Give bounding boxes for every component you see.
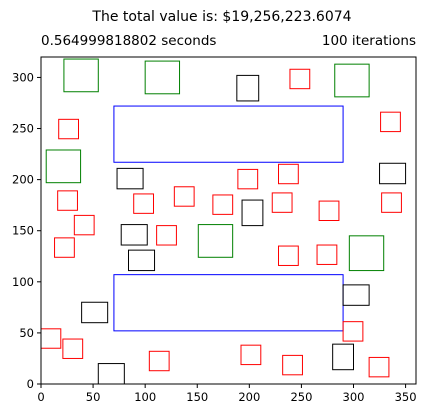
red-rectangle-40 bbox=[282, 354, 303, 376]
y-tick-label-150: 150 bbox=[12, 224, 34, 238]
red-rectangle-36 bbox=[40, 328, 62, 349]
axes: 0 50 100 150 200 250 300 350 0 50 100 150 200 250 300 bbox=[12, 56, 417, 404]
black-rectangle-17 bbox=[97, 363, 125, 385]
y-tick-label-0: 0 bbox=[27, 377, 34, 391]
red-rectangle-22 bbox=[237, 168, 259, 190]
black-rectangle-13 bbox=[128, 249, 156, 272]
x-tick-label-300: 300 bbox=[343, 390, 365, 404]
black-rectangle-8 bbox=[236, 74, 260, 102]
blue-rectangle-1 bbox=[113, 274, 344, 332]
black-rectangle-9 bbox=[379, 162, 407, 185]
red-rectangle-33 bbox=[278, 245, 299, 266]
red-rectangle-25 bbox=[133, 193, 154, 214]
green-rectangle-2 bbox=[63, 58, 99, 93]
green-rectangle-4 bbox=[334, 63, 370, 98]
red-rectangle-20 bbox=[58, 118, 79, 140]
red-rectangle-38 bbox=[240, 344, 262, 366]
green-rectangle-6 bbox=[197, 224, 234, 258]
x-tick-label-350: 350 bbox=[395, 390, 417, 404]
red-rectangle-32 bbox=[54, 237, 75, 258]
y-tick-label-50: 50 bbox=[19, 326, 34, 340]
red-rectangle-37 bbox=[62, 338, 84, 359]
red-rectangle-18 bbox=[289, 68, 311, 90]
y-tick-label-250: 250 bbox=[12, 122, 34, 136]
green-rectangle-3 bbox=[144, 60, 181, 95]
red-rectangle-34 bbox=[316, 244, 338, 265]
x-tick-label-0: 0 bbox=[37, 390, 44, 404]
blue-rectangle-0 bbox=[113, 105, 344, 163]
black-rectangle-10 bbox=[116, 167, 144, 190]
black-rectangle-15 bbox=[81, 301, 109, 324]
red-rectangle-31 bbox=[156, 225, 177, 246]
red-rectangle-39 bbox=[148, 350, 170, 372]
red-rectangle-23 bbox=[173, 186, 195, 207]
black-rectangle-11 bbox=[241, 199, 264, 227]
x-tick-label-100: 100 bbox=[134, 390, 156, 404]
chart-title: The total value is: $19,256,223.6074 bbox=[91, 9, 351, 25]
y-tick-label-200: 200 bbox=[12, 173, 34, 187]
red-rectangle-30 bbox=[73, 214, 95, 236]
red-rectangle-27 bbox=[271, 192, 293, 213]
x-tick-label-150: 150 bbox=[186, 390, 208, 404]
green-rectangle-5 bbox=[45, 149, 82, 184]
red-rectangle-24 bbox=[57, 190, 78, 211]
x-tick-label-250: 250 bbox=[290, 390, 312, 404]
y-tick-label-300: 300 bbox=[12, 70, 34, 84]
green-rectangle-7 bbox=[348, 235, 385, 272]
rectangles-layer bbox=[40, 58, 407, 385]
red-rectangle-35 bbox=[342, 321, 364, 342]
plot-frame bbox=[40, 56, 417, 385]
iterations-subtitle: 100 iterations bbox=[322, 33, 416, 49]
red-rectangle-21 bbox=[278, 163, 299, 185]
red-rectangle-29 bbox=[318, 200, 340, 222]
black-rectangle-14 bbox=[342, 284, 370, 306]
x-tick-label-50: 50 bbox=[86, 390, 101, 404]
x-tick-label-200: 200 bbox=[238, 390, 260, 404]
y-tick-label-100: 100 bbox=[12, 275, 34, 289]
red-rectangle-28 bbox=[381, 192, 402, 213]
red-rectangle-19 bbox=[380, 111, 401, 133]
elapsed-time-subtitle: 0.564999818802 seconds bbox=[41, 33, 216, 49]
black-rectangle-16 bbox=[332, 343, 354, 371]
red-rectangle-41 bbox=[368, 356, 390, 378]
red-rectangle-26 bbox=[212, 194, 234, 215]
black-rectangle-12 bbox=[120, 224, 148, 246]
